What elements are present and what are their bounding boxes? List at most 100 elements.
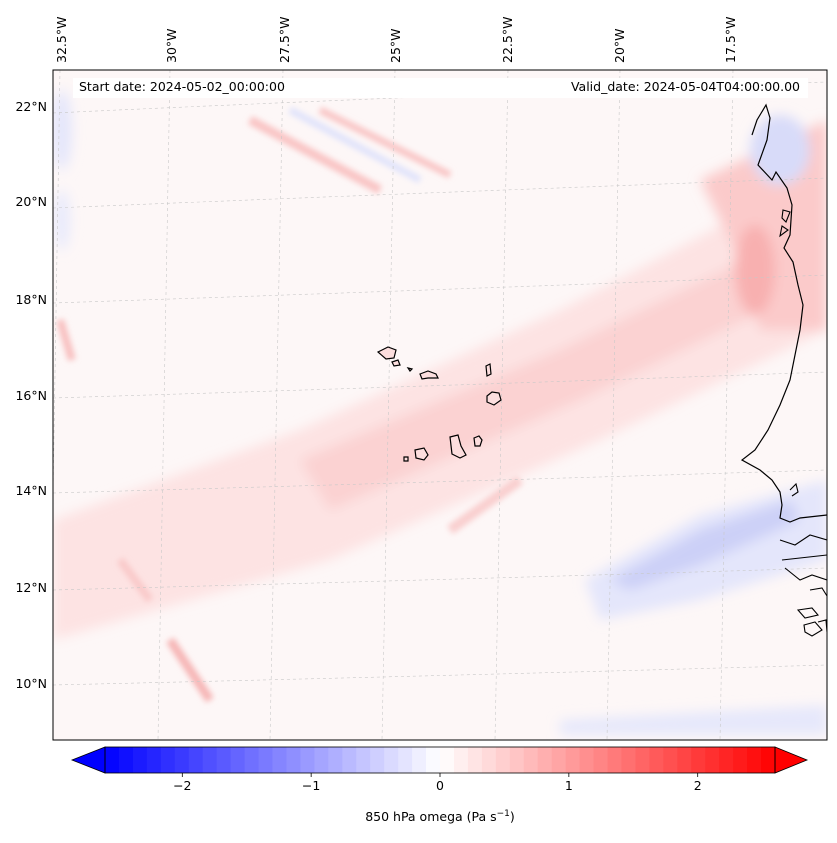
colorbar-segment [719, 747, 734, 773]
negative-west-1 [53, 90, 72, 170]
colorbar-segment [467, 747, 483, 773]
colorbar-segment [258, 747, 274, 773]
coastline-details [779, 209, 827, 637]
valid-date-label: Valid_date: 2024-05-04T04:00:00.00 [571, 79, 800, 94]
colorbar-segment [426, 747, 441, 773]
lat-label-16n: 16°N [15, 388, 47, 403]
colorbar-tick-label: 1 [565, 778, 573, 793]
colorbar: −2 −1 0 1 2 850 hPa omega (Pa s−1) [70, 746, 809, 824]
colorbar-segment [216, 747, 232, 773]
lat-label-10n: 10°N [15, 676, 47, 691]
colorbar-segment [733, 747, 748, 773]
colorbar-segment [607, 747, 623, 773]
colorbar-extend-max [774, 746, 809, 774]
lat-label-12n: 12°N [15, 580, 47, 595]
colorbar-segment [384, 747, 399, 773]
colorbar-segment [705, 747, 720, 773]
lon-label-27-5w: 27.5°W [277, 17, 292, 63]
colorbar-segment [174, 747, 190, 773]
positive-band-core [300, 220, 827, 510]
colorbar-label: 850 hPa omega (Pa s−1) [365, 809, 515, 824]
colorbar-segment [244, 747, 260, 773]
lon-label-22-5w: 22.5°W [500, 17, 515, 63]
colorbar-segment [649, 747, 664, 773]
colorbar-segment [370, 747, 385, 773]
colorbar-segment [481, 747, 497, 773]
wave-streaks [56, 106, 523, 703]
lat-label-20n: 20°N [15, 194, 47, 209]
lon-label-25w: 25°W [388, 28, 403, 63]
negative-west-2 [54, 190, 70, 250]
lat-label-22n: 22°N [15, 99, 47, 114]
negative-south [560, 705, 827, 735]
colorbar-segment [132, 747, 148, 773]
latitude-labels: 22°N 20°N 18°N 16°N 14°N 12°N 10°N [15, 99, 47, 691]
omega-field [53, 70, 827, 740]
graticule [53, 70, 827, 740]
island-maio [473, 435, 483, 447]
colorbar-tick-label: 2 [694, 778, 702, 793]
island-santo-antao [376, 346, 397, 360]
island-brava [403, 456, 409, 462]
colorbar-segment [523, 747, 539, 773]
island-sao-vicente [391, 359, 401, 367]
colorbar-segment [761, 747, 776, 773]
colorbar-segment [202, 747, 218, 773]
colorbar-segment [230, 747, 246, 773]
colorbar-segment [188, 747, 204, 773]
colorbar-segment [579, 747, 595, 773]
negative-band-core [610, 500, 800, 590]
colorbar-segment [328, 747, 343, 773]
colorbar-segment [593, 747, 609, 773]
lon-label-20w: 20°W [612, 28, 627, 63]
colorbar-segment [635, 747, 650, 773]
colorbar-segment [314, 747, 329, 773]
positive-max [735, 225, 775, 315]
colorbar-segment [356, 747, 371, 773]
island-sao-nicolau [419, 370, 439, 380]
lon-label-30w: 30°W [164, 28, 179, 63]
colorbar-segment [663, 747, 678, 773]
island-santa-luzia [406, 367, 414, 372]
island-sal [485, 363, 492, 377]
colorbar-segment [398, 747, 413, 773]
header-strip [73, 78, 808, 98]
colorbar-segment [412, 747, 427, 773]
colorbar-tick-label: 0 [436, 778, 444, 793]
colorbar-segment [747, 747, 762, 773]
colorbar-segment [621, 747, 637, 773]
coastline-main [740, 103, 827, 523]
colorbar-segment [105, 747, 120, 773]
colorbar-segment [565, 747, 581, 773]
colorbar-segment [537, 747, 553, 773]
colorbar-tick-label: −2 [173, 778, 191, 793]
colorbar-segments [105, 747, 776, 773]
longitude-labels: 32.5°W 30°W 27.5°W 25°W 22.5°W 20°W 17.5… [54, 17, 738, 63]
lat-label-14n: 14°N [15, 483, 47, 498]
map-frame [52, 69, 828, 741]
colorbar-segment [146, 747, 162, 773]
colorbar-tick-label: −1 [302, 778, 320, 793]
colorbar-segment [286, 747, 302, 773]
colorbar-ticks: −2 −1 0 1 2 [173, 773, 702, 793]
colorbar-segment [118, 747, 134, 773]
colorbar-segment [300, 747, 315, 773]
colorbar-extend-min [70, 746, 106, 774]
colorbar-segment [677, 747, 692, 773]
colorbar-segment [272, 747, 288, 773]
colorbar-segment [440, 747, 455, 773]
lon-label-17-5w: 17.5°W [723, 17, 738, 63]
negative-north [750, 115, 810, 185]
start-date-label: Start date: 2024-05-02_00:00:00 [79, 79, 285, 94]
colorbar-segment [342, 747, 357, 773]
lat-label-18n: 18°N [15, 292, 47, 307]
island-santiago [449, 434, 467, 459]
lon-label-32-5w: 32.5°W [54, 17, 69, 63]
field-shading [53, 90, 827, 735]
island-boa-vista [486, 391, 502, 406]
colorbar-segment [495, 747, 511, 773]
colorbar-segment [160, 747, 176, 773]
colorbar-segment [453, 747, 469, 773]
colorbar-segment [509, 747, 525, 773]
